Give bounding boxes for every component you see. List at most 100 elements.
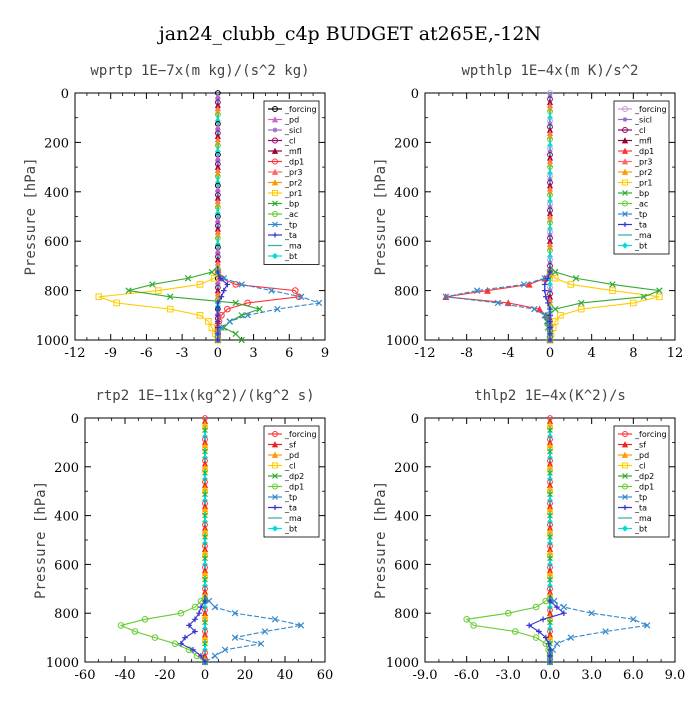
series-line <box>465 594 551 662</box>
series-point <box>543 634 549 641</box>
series-ta <box>178 594 208 665</box>
series-point <box>184 275 192 282</box>
series-point <box>546 527 554 534</box>
series-point <box>526 622 532 629</box>
series-point <box>232 299 239 307</box>
x-tick-label: -3.0 <box>496 668 521 683</box>
y-tick-label: 600 <box>44 235 69 250</box>
series-point <box>274 305 281 313</box>
x-tick-label: 0 <box>546 346 554 361</box>
series-point <box>166 305 174 313</box>
legend-marker <box>272 505 278 510</box>
x-tick-label: -12 <box>415 346 436 361</box>
legend-label: _pd <box>634 451 649 460</box>
series-dp1 <box>442 265 554 344</box>
legend-marker <box>621 451 629 458</box>
legend-marker <box>622 505 628 510</box>
series-point <box>547 108 553 115</box>
panel-1: wprtp 1E−7x(m kg)/(s^2 kg) -12 -9 -6 -3 0 3 6 9 0… <box>23 63 329 361</box>
series-point <box>221 287 227 294</box>
series-tp <box>214 265 323 344</box>
panel-title: wprtp 1E−7x(m kg)/(s^2 kg) <box>90 63 309 79</box>
series-point <box>315 299 323 307</box>
series-point <box>560 603 568 611</box>
series-point <box>226 318 233 325</box>
legend: _forcing _sicl_cl _mfl_dp1 _pr3_pr2 _pr1_bp _… <box>613 100 670 255</box>
series-point <box>463 616 470 623</box>
legend-label: _pr2 <box>284 179 302 188</box>
zero-profiles <box>546 90 554 343</box>
series-pr1 <box>546 265 663 344</box>
series-point <box>547 164 553 171</box>
series-point <box>547 149 553 155</box>
series-point <box>171 640 179 648</box>
series-point <box>201 548 209 555</box>
series-point <box>167 293 174 300</box>
legend-label: _mfl <box>634 137 652 146</box>
legend-label: _ma <box>634 514 652 523</box>
legend-label: _ma <box>284 514 302 523</box>
legend-label: _ta <box>284 231 297 240</box>
legend-label: _cl <box>284 462 296 471</box>
legend-label: _bt <box>634 525 647 534</box>
series-point <box>541 281 548 288</box>
series-point <box>155 287 162 294</box>
series-point <box>215 269 221 275</box>
legend-label: _pd <box>284 116 299 125</box>
legend-marker <box>271 116 279 123</box>
series-point <box>215 312 221 319</box>
legend-marker <box>622 117 628 122</box>
series-point <box>546 420 554 427</box>
series-point <box>547 647 553 653</box>
legend-marker <box>622 494 628 500</box>
series-tp <box>442 265 554 344</box>
series-point <box>494 299 502 307</box>
series-point <box>202 476 208 482</box>
legend: _forcing _sf_pd _cl_dp2 _dp1_tp _ta_ma _bt <box>263 425 320 538</box>
y-tick-label: 800 <box>394 285 419 300</box>
series-point <box>268 287 275 294</box>
series-point <box>186 622 192 629</box>
legend-label: _ma <box>284 242 302 251</box>
y-tick-label: 400 <box>394 186 419 201</box>
x-tick-label: 8 <box>629 346 637 361</box>
series-point <box>205 318 212 325</box>
series-point <box>201 570 209 577</box>
legend: _forcing _sf_pd _cl_dp2 _dp1_tp _ta_ma _bt <box>613 425 670 538</box>
series-point <box>577 305 585 313</box>
legend-marker <box>621 168 629 175</box>
series-dp1 <box>214 265 303 344</box>
series-point <box>547 136 553 143</box>
legend-marker <box>272 431 278 437</box>
legend-label: _dp1 <box>284 483 304 492</box>
legend-label: _ta <box>634 221 647 230</box>
legend-label: _ma <box>634 231 652 240</box>
series-point <box>546 484 554 491</box>
series-point <box>125 287 132 294</box>
legend-marker <box>621 147 629 154</box>
series-point <box>547 427 553 434</box>
legend-marker <box>272 232 278 238</box>
series-point <box>196 312 204 319</box>
x-tick-label: -3 <box>176 346 189 361</box>
series-point <box>630 616 637 623</box>
series-point <box>547 219 553 226</box>
series-point <box>561 610 567 616</box>
legend-label: _pr3 <box>634 158 652 167</box>
legend-marker <box>272 190 278 196</box>
series-point <box>547 555 553 562</box>
legend-marker <box>621 242 629 249</box>
legend-marker <box>622 106 628 112</box>
series-point <box>149 281 156 288</box>
series-point <box>609 281 616 288</box>
series-point <box>547 191 553 198</box>
legend-marker <box>271 252 279 260</box>
panel-title: wpthlp 1E−4x(m K)/s^2 <box>461 63 638 79</box>
series-tp <box>201 594 305 666</box>
series-tp <box>546 594 651 666</box>
legend-label: _dp1 <box>634 483 654 492</box>
series-point <box>547 598 553 604</box>
series-point <box>554 604 560 610</box>
zero-profiles <box>214 90 221 343</box>
legend-label: _forcing <box>634 105 667 114</box>
